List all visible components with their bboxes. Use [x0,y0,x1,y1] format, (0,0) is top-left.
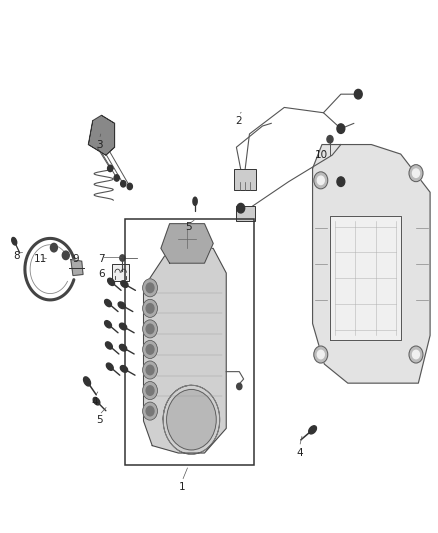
Circle shape [354,90,362,99]
Ellipse shape [118,302,125,309]
Ellipse shape [12,238,17,245]
Circle shape [143,382,157,400]
Text: 9: 9 [72,254,79,263]
Circle shape [180,407,202,433]
Circle shape [146,283,154,293]
Circle shape [120,181,126,187]
Ellipse shape [105,300,112,306]
Circle shape [127,183,132,190]
Circle shape [143,320,157,338]
Circle shape [237,383,242,390]
Circle shape [108,165,113,172]
Circle shape [143,300,157,317]
Bar [236,206,254,221]
Polygon shape [330,216,401,340]
Ellipse shape [120,323,127,330]
Bar [234,169,256,190]
Circle shape [337,177,345,187]
Circle shape [409,165,423,182]
Polygon shape [161,224,213,263]
Text: 3: 3 [96,140,102,150]
Circle shape [143,279,157,297]
Text: 2: 2 [235,116,242,126]
Ellipse shape [120,366,127,372]
Ellipse shape [93,398,100,405]
Text: 7: 7 [98,254,105,263]
Text: 4: 4 [296,448,303,458]
Circle shape [409,346,423,363]
Ellipse shape [105,321,112,328]
Circle shape [317,176,324,184]
Bar [113,264,129,281]
Circle shape [120,255,125,261]
Circle shape [337,124,345,133]
Text: 4: 4 [92,397,98,407]
Circle shape [146,365,154,375]
Circle shape [173,398,210,442]
Ellipse shape [106,363,113,370]
Polygon shape [71,260,83,276]
Circle shape [143,402,157,420]
Circle shape [146,324,154,334]
Ellipse shape [309,426,316,434]
Ellipse shape [193,197,197,205]
Text: 6: 6 [98,270,105,279]
Ellipse shape [106,342,113,349]
Circle shape [62,251,69,260]
Text: 8: 8 [13,251,20,261]
Text: 1: 1 [179,481,185,491]
Ellipse shape [108,278,114,286]
Circle shape [413,169,420,177]
Text: 10: 10 [315,150,328,160]
Text: 11: 11 [34,254,47,263]
Ellipse shape [84,377,91,386]
Circle shape [317,350,324,359]
Polygon shape [313,144,430,383]
Circle shape [146,304,154,313]
Circle shape [146,345,154,354]
Circle shape [114,175,119,181]
Circle shape [146,386,154,395]
Text: 5: 5 [96,415,102,425]
Circle shape [166,390,216,450]
Circle shape [314,172,328,189]
Polygon shape [88,115,115,155]
Circle shape [146,406,154,416]
Polygon shape [144,248,226,453]
Circle shape [50,244,57,252]
Bar [125,219,254,465]
Ellipse shape [121,281,128,287]
Circle shape [143,361,157,379]
Text: 5: 5 [185,222,192,232]
Circle shape [314,346,328,363]
Circle shape [327,135,333,143]
Ellipse shape [120,344,127,351]
Circle shape [143,341,157,359]
Circle shape [237,204,245,213]
Circle shape [413,350,420,359]
